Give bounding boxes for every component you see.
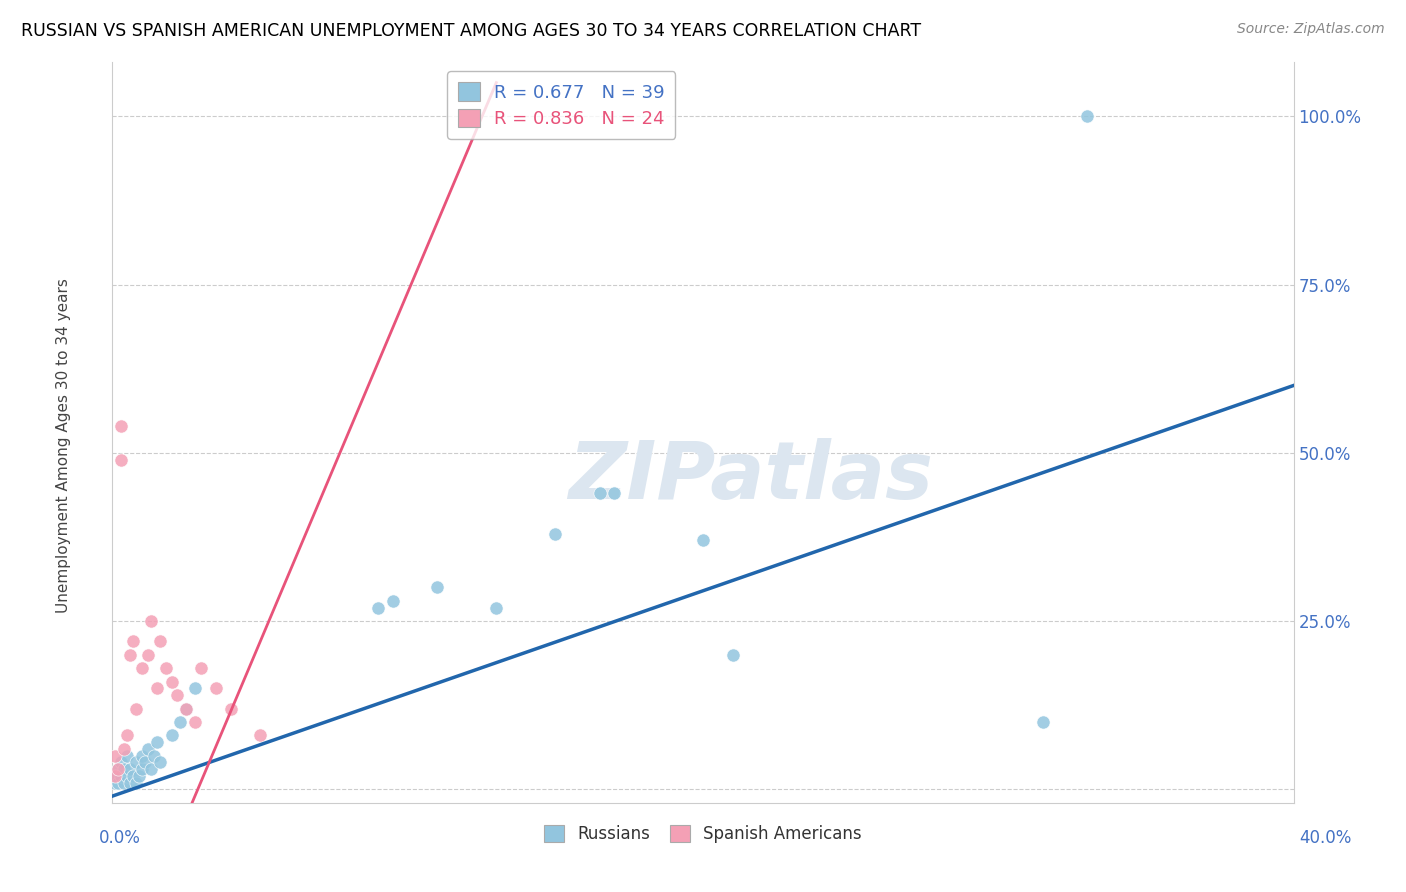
Text: Source: ZipAtlas.com: Source: ZipAtlas.com xyxy=(1237,22,1385,37)
Point xyxy=(117,729,138,743)
Point xyxy=(149,634,172,648)
Point xyxy=(104,769,127,783)
Point xyxy=(190,661,212,675)
Point xyxy=(110,769,132,783)
Point xyxy=(166,688,188,702)
Point xyxy=(125,701,148,715)
Point xyxy=(120,762,142,776)
Text: Unemployment Among Ages 30 to 34 years: Unemployment Among Ages 30 to 34 years xyxy=(56,278,70,614)
Point xyxy=(721,648,744,662)
Point xyxy=(122,769,145,783)
Point xyxy=(146,735,169,749)
Point xyxy=(146,681,169,696)
Point xyxy=(588,486,610,500)
Point xyxy=(112,742,135,756)
Point xyxy=(174,701,197,715)
Point xyxy=(131,762,153,776)
Point xyxy=(117,748,138,763)
Point xyxy=(544,526,567,541)
Point xyxy=(174,701,197,715)
Text: 0.0%: 0.0% xyxy=(98,829,141,847)
Point xyxy=(110,452,132,467)
Point xyxy=(205,681,228,696)
Point xyxy=(184,681,207,696)
Point xyxy=(160,729,183,743)
Point xyxy=(104,775,127,789)
Text: RUSSIAN VS SPANISH AMERICAN UNEMPLOYMENT AMONG AGES 30 TO 34 YEARS CORRELATION C: RUSSIAN VS SPANISH AMERICAN UNEMPLOYMENT… xyxy=(21,22,921,40)
Point xyxy=(104,769,127,783)
Point xyxy=(1076,109,1098,123)
Point xyxy=(367,600,389,615)
Point xyxy=(149,756,172,770)
Point xyxy=(219,701,242,715)
Point xyxy=(692,533,714,548)
Point xyxy=(382,594,405,608)
Point xyxy=(184,714,207,729)
Point xyxy=(249,729,271,743)
Point xyxy=(125,756,148,770)
Point xyxy=(112,775,135,789)
Point xyxy=(128,769,150,783)
Point xyxy=(104,748,127,763)
Point xyxy=(426,581,449,595)
Point xyxy=(120,648,142,662)
Point xyxy=(120,775,142,789)
Point xyxy=(160,674,183,689)
Point xyxy=(485,600,508,615)
Text: 40.0%: 40.0% xyxy=(1299,829,1353,847)
Point xyxy=(603,486,626,500)
Point xyxy=(155,661,177,675)
Point xyxy=(112,762,135,776)
Text: ZIPatlas: ZIPatlas xyxy=(568,438,932,516)
Point xyxy=(107,775,129,789)
Point xyxy=(169,714,191,729)
Point xyxy=(125,775,148,789)
Point xyxy=(1032,714,1054,729)
Point xyxy=(136,648,159,662)
Point xyxy=(107,762,129,776)
Point xyxy=(142,748,165,763)
Point xyxy=(110,418,132,433)
Point xyxy=(131,661,153,675)
Point xyxy=(131,748,153,763)
Point xyxy=(139,614,162,628)
Point xyxy=(117,769,138,783)
Point xyxy=(134,756,156,770)
Point xyxy=(107,762,129,776)
Point xyxy=(139,762,162,776)
Point xyxy=(110,756,132,770)
Legend: Russians, Spanish Americans: Russians, Spanish Americans xyxy=(537,819,869,850)
Point xyxy=(122,634,145,648)
Point xyxy=(136,742,159,756)
